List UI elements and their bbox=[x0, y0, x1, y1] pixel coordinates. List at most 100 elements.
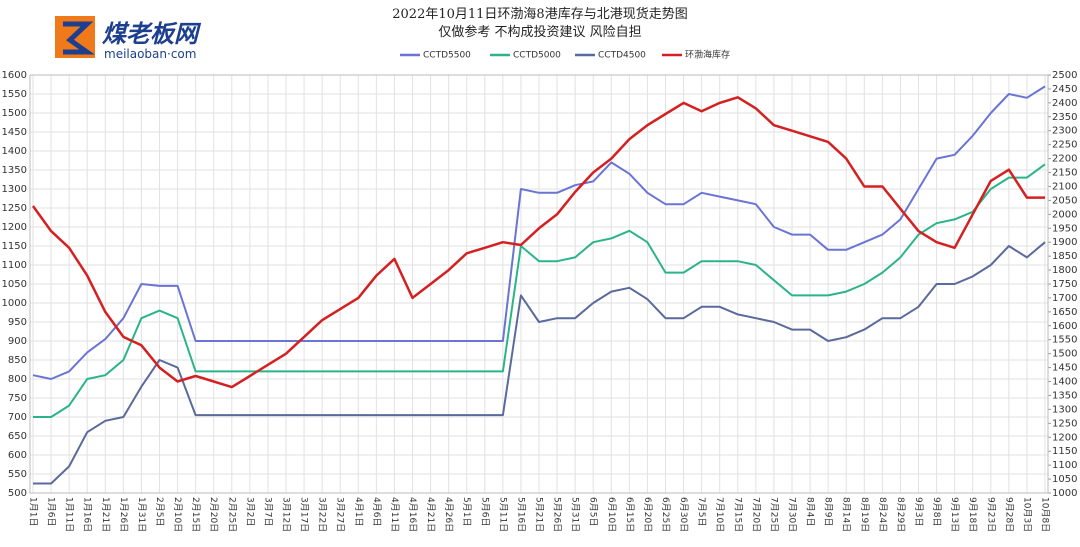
y2-tick-label: 1850 bbox=[1052, 251, 1077, 262]
x-tick-label: 3月27日 bbox=[335, 497, 346, 532]
y-tick-label: 750 bbox=[8, 393, 27, 404]
y2-tick-label: 1000 bbox=[1052, 488, 1077, 499]
series-line bbox=[32, 85, 1046, 380]
x-tick-label: 8月29日 bbox=[895, 497, 906, 532]
x-tick-label: 5月16日 bbox=[515, 497, 526, 532]
y-tick-label: 800 bbox=[8, 374, 27, 385]
x-tick-label: 5月31日 bbox=[570, 497, 581, 532]
y-tick-label: 1500 bbox=[2, 108, 27, 119]
y2-tick-label: 1700 bbox=[1052, 293, 1077, 304]
x-tick-label: 5月21日 bbox=[534, 497, 545, 532]
x-tick-label: 6月30日 bbox=[678, 497, 689, 532]
x-tick-label: 10月3日 bbox=[1021, 497, 1032, 532]
x-tick-label: 4月11日 bbox=[389, 497, 400, 532]
x-tick-label: 9月23日 bbox=[985, 497, 996, 532]
legend-label: CCTD5000 bbox=[513, 51, 561, 61]
y2-tick-label: 2400 bbox=[1052, 98, 1077, 109]
y2-tick-label: 1450 bbox=[1052, 363, 1077, 374]
y-tick-label: 1350 bbox=[2, 165, 27, 176]
series-line bbox=[31, 96, 1045, 389]
y2-tick-label: 2250 bbox=[1052, 140, 1077, 151]
y2-tick-label: 2000 bbox=[1052, 209, 1077, 220]
y2-tick-label: 2500 bbox=[1052, 70, 1077, 81]
logo-name: 煤老板网 bbox=[102, 20, 202, 48]
plot-frame bbox=[29, 74, 1049, 494]
x-tick-label: 3月17日 bbox=[299, 497, 310, 532]
x-tick-label: 2月10日 bbox=[172, 497, 183, 532]
y2-tick-label: 1400 bbox=[1052, 377, 1077, 388]
x-tick-label: 9月3日 bbox=[913, 497, 924, 526]
x-tick-label: 2月25日 bbox=[226, 497, 237, 532]
x-tick-label: 3月12日 bbox=[281, 497, 292, 532]
x-tick-label: 7月10日 bbox=[714, 497, 725, 532]
x-tick-label: 1月21日 bbox=[100, 497, 111, 532]
y2-tick-label: 1150 bbox=[1052, 446, 1077, 457]
y2-tick-label: 1300 bbox=[1052, 404, 1077, 415]
x-tick-label: 7月25日 bbox=[768, 497, 779, 532]
y2-tick-label: 1350 bbox=[1052, 390, 1077, 401]
legend-label: CCTD4500 bbox=[598, 51, 646, 61]
y-tick-label: 600 bbox=[8, 450, 27, 461]
y-tick-label: 950 bbox=[8, 317, 27, 328]
x-tick-label: 3月22日 bbox=[317, 497, 328, 532]
y2-tick-label: 1050 bbox=[1052, 474, 1077, 485]
x-tick-label: 9月18日 bbox=[967, 497, 978, 532]
y-tick-label: 1550 bbox=[2, 89, 27, 100]
x-tick-label: 10月8日 bbox=[1040, 497, 1051, 532]
x-tick-label: 5月1日 bbox=[461, 497, 472, 526]
x-tick-label: 8月14日 bbox=[841, 497, 852, 532]
x-tick-label: 4月26日 bbox=[443, 497, 454, 532]
x-tick-label: 6月15日 bbox=[624, 497, 635, 532]
y2-tick-label: 2050 bbox=[1052, 195, 1077, 206]
y2-tick-label: 1500 bbox=[1052, 349, 1077, 360]
y-tick-label: 1000 bbox=[2, 298, 27, 309]
series-line bbox=[33, 163, 1046, 418]
x-tick-label: 6月5日 bbox=[588, 497, 599, 526]
x-tick-label: 9月13日 bbox=[949, 497, 960, 532]
y2-tick-label: 1200 bbox=[1052, 432, 1077, 443]
x-tick-label: 8月4日 bbox=[805, 497, 816, 526]
y-tick-label: 1450 bbox=[2, 127, 27, 138]
x-tick-label: 7月20日 bbox=[750, 497, 761, 532]
y-tick-label: 1200 bbox=[2, 222, 27, 233]
x-tick-label: 1月26日 bbox=[118, 497, 129, 532]
x-tick-label: 9月8日 bbox=[931, 497, 942, 526]
y2-tick-label: 2450 bbox=[1052, 84, 1077, 95]
y2-tick-label: 2100 bbox=[1052, 181, 1077, 192]
x-tick-label: 1月1日 bbox=[28, 497, 39, 526]
y-tick-label: 900 bbox=[8, 336, 27, 347]
y2-tick-label: 2300 bbox=[1052, 126, 1077, 137]
y2-tick-label: 1750 bbox=[1052, 279, 1077, 290]
y-tick-label: 850 bbox=[8, 355, 27, 366]
y2-tick-label: 2350 bbox=[1052, 112, 1077, 123]
y-tick-label: 550 bbox=[8, 469, 27, 480]
x-tick-label: 2月15日 bbox=[190, 497, 201, 532]
x-tick-label: 9月28日 bbox=[1003, 497, 1014, 532]
y-tick-label: 1050 bbox=[2, 279, 27, 290]
x-tick-label: 3月7日 bbox=[262, 497, 273, 526]
x-tick-label: 7月5日 bbox=[696, 497, 707, 526]
x-tick-label: 4月1日 bbox=[353, 497, 364, 526]
logo-mark bbox=[63, 21, 95, 55]
x-tick-label: 1月31日 bbox=[136, 497, 147, 532]
y-tick-label: 700 bbox=[8, 412, 27, 423]
legend-label: CCTD5500 bbox=[423, 51, 471, 61]
x-tick-label: 8月9日 bbox=[823, 497, 834, 526]
y-tick-label: 1400 bbox=[2, 146, 27, 157]
x-tick-label: 8月19日 bbox=[859, 497, 870, 532]
x-tick-label: 1月11日 bbox=[64, 497, 75, 532]
chart-subtitle: 仅做参考 不构成投资建议 风险自担 bbox=[438, 24, 641, 40]
y2-tick-label: 1950 bbox=[1052, 223, 1077, 234]
y2-tick-label: 1100 bbox=[1052, 460, 1077, 471]
y2-tick-label: 1800 bbox=[1052, 265, 1077, 276]
y-tick-label: 1250 bbox=[2, 203, 27, 214]
x-tick-label: 8月24日 bbox=[877, 497, 888, 532]
x-tick-label: 1月6日 bbox=[46, 497, 57, 526]
x-tick-label: 5月6日 bbox=[479, 497, 490, 526]
x-tick-label: 4月6日 bbox=[371, 497, 382, 526]
y2-tick-label: 1250 bbox=[1052, 418, 1077, 429]
y2-tick-label: 1650 bbox=[1052, 307, 1077, 318]
x-tick-label: 6月25日 bbox=[660, 497, 671, 532]
x-tick-label: 2月5日 bbox=[154, 497, 165, 526]
